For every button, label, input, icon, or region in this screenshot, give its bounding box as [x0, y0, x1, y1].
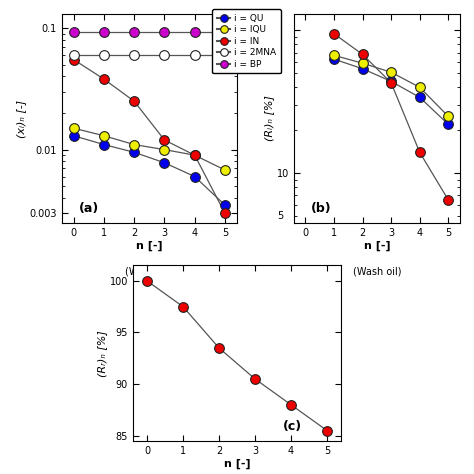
Y-axis label: (Rᵣ)ₙ [%]: (Rᵣ)ₙ [%]	[97, 330, 107, 376]
X-axis label: n [-]: n [-]	[364, 240, 390, 251]
Y-axis label: (Rᵢ)ₙ [%]: (Rᵢ)ₙ [%]	[264, 96, 274, 141]
Text: (Wash oil): (Wash oil)	[353, 266, 401, 276]
Text: (a): (a)	[79, 202, 100, 215]
Legend: i = QU, i = IQU, i = IN, i = 2MNA, i = BP: i = QU, i = IQU, i = IN, i = 2MNA, i = B…	[212, 9, 281, 73]
Y-axis label: (xᵢ)ₙ [-]: (xᵢ)ₙ [-]	[17, 100, 27, 137]
X-axis label: n [-]: n [-]	[224, 458, 250, 469]
Text: (c): (c)	[283, 420, 302, 433]
Text: (b): (b)	[310, 202, 331, 215]
Text: 5: 5	[278, 211, 284, 221]
X-axis label: n [-]: n [-]	[136, 240, 163, 251]
Text: (Wash oil): (Wash oil)	[125, 266, 173, 276]
